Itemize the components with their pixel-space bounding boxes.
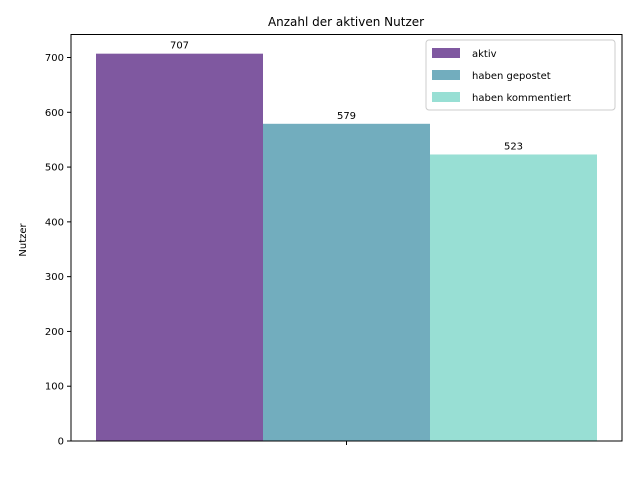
legend-label-haben-gepostet: haben gepostet	[472, 71, 551, 82]
y-tick-label: 0	[58, 437, 64, 448]
legend-swatch-haben-kommentiert	[432, 92, 460, 102]
legend-box	[425, 39, 616, 111]
bar-haben-gepostet	[263, 123, 430, 441]
y-tick-label: 600	[45, 108, 64, 119]
legend-swatch-aktiv	[432, 48, 460, 58]
bars-layer	[96, 53, 597, 441]
y-tick-label: 400	[45, 217, 64, 228]
data-label-haben-gepostet: 579	[337, 111, 356, 122]
bar-haben-kommentiert	[430, 154, 597, 441]
legend-label-aktiv: aktiv	[472, 49, 497, 60]
legend: aktiv haben gepostet haben kommentiert	[425, 39, 616, 111]
data-labels-layer: 707 579 523	[170, 41, 523, 153]
data-label-aktiv: 707	[170, 41, 189, 52]
legend-label-haben-kommentiert: haben kommentiert	[472, 93, 571, 104]
y-tick-label: 500	[45, 163, 64, 174]
y-tick-label: 100	[45, 382, 64, 393]
y-tick-label: 700	[45, 53, 64, 64]
plot-frame	[70, 34, 623, 442]
data-label-haben-kommentiert: 523	[504, 141, 523, 152]
bar-aktiv	[96, 53, 263, 441]
y-tick-label: 200	[45, 327, 64, 338]
y-tick-label: 300	[45, 272, 64, 283]
legend-swatch-haben-gepostet	[432, 70, 460, 80]
chart-title: Anzahl der aktiven Nutzer	[268, 15, 424, 29]
y-axis-ticks: 0 100 200 300 400 500 600 700	[45, 53, 71, 448]
y-axis-label: Nutzer	[18, 222, 29, 256]
